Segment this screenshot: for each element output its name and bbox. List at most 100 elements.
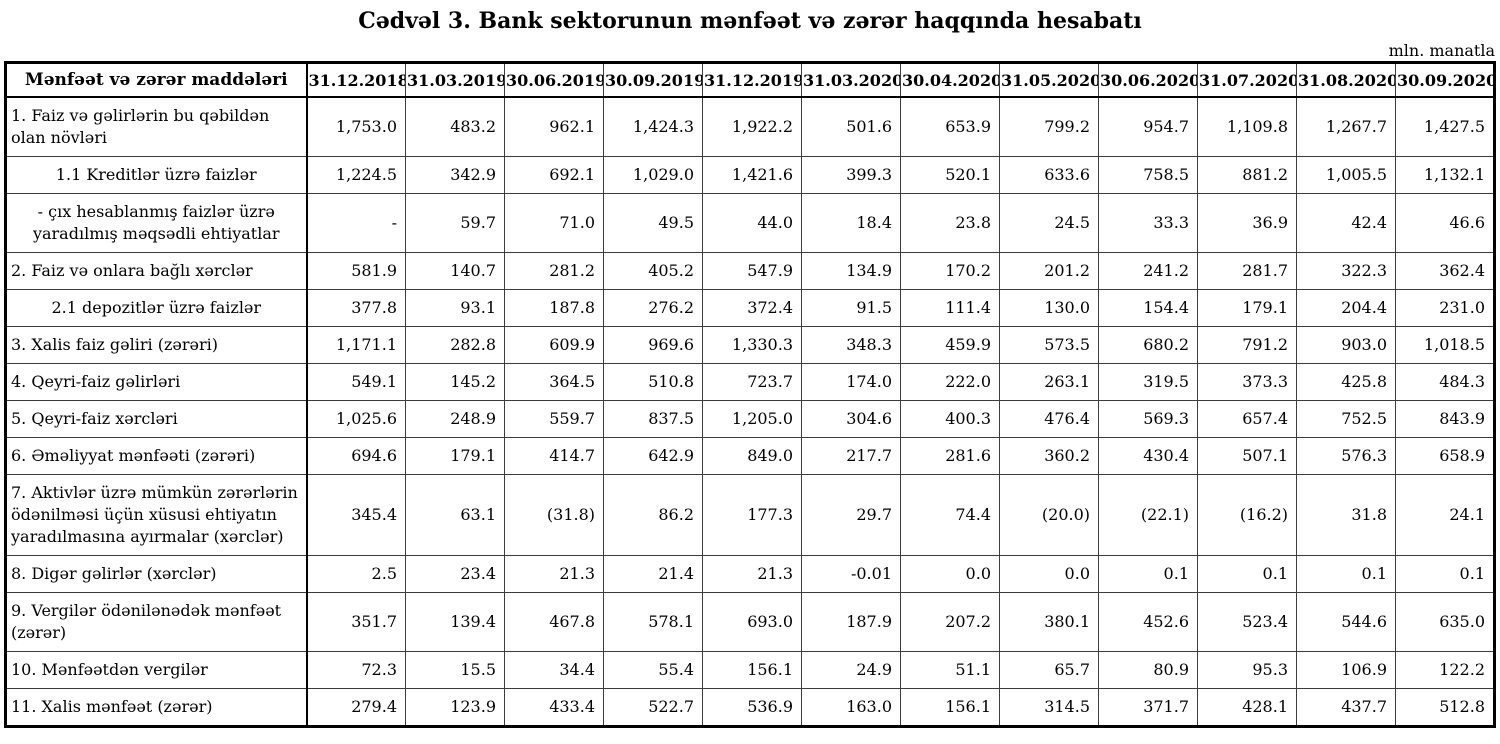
column-header-items: Mənfəət və zərər maddələri xyxy=(5,62,308,98)
value-cell: 1,018.5 xyxy=(1395,326,1495,364)
value-cell: 21.3 xyxy=(504,555,604,593)
value-cell: 304.6 xyxy=(801,400,901,438)
value-cell: 0.1 xyxy=(1296,555,1396,593)
value-cell: 31.8 xyxy=(1296,474,1396,556)
value-cell: 425.8 xyxy=(1296,363,1396,401)
value-cell: 21.3 xyxy=(702,555,802,593)
column-header-date: 31.12.2018 xyxy=(306,62,406,98)
value-cell: 248.9 xyxy=(405,400,505,438)
value-cell: 680.2 xyxy=(1098,326,1198,364)
value-cell: 1,421.6 xyxy=(702,156,802,194)
value-cell: 1,132.1 xyxy=(1395,156,1495,194)
row-label: 9. Vergilər ödənilənədək mənfəət (zərər) xyxy=(5,592,308,652)
value-cell: 799.2 xyxy=(999,96,1099,157)
value-cell: 430.4 xyxy=(1098,437,1198,475)
row-label: 3. Xalis faiz gəliri (zərəri) xyxy=(5,326,308,364)
table-body: 1. Faiz və gəlirlərin bu qəbildən olan n… xyxy=(5,96,1495,727)
value-cell: 377.8 xyxy=(306,289,406,327)
value-cell: 723.7 xyxy=(702,363,802,401)
value-cell: 24.1 xyxy=(1395,474,1495,556)
value-cell: 279.4 xyxy=(306,688,406,727)
value-cell: 371.7 xyxy=(1098,688,1198,727)
table-row: 3. Xalis faiz gəliri (zərəri) 1,171.1 282.… xyxy=(5,326,1495,364)
value-cell: 80.9 xyxy=(1098,651,1198,689)
value-cell: 36.9 xyxy=(1197,193,1297,253)
value-cell: 123.9 xyxy=(405,688,505,727)
value-cell: 399.3 xyxy=(801,156,901,194)
value-cell: 483.2 xyxy=(405,96,505,157)
value-cell: 187.8 xyxy=(504,289,604,327)
row-label: 2.1 depozitlər üzrə faizlər xyxy=(5,289,308,327)
value-cell: 522.7 xyxy=(603,688,703,727)
column-header-date: 30.06.2020 xyxy=(1098,62,1198,98)
value-cell: 360.2 xyxy=(999,437,1099,475)
value-cell: 281.7 xyxy=(1197,252,1297,290)
value-cell: 86.2 xyxy=(603,474,703,556)
value-cell: 573.5 xyxy=(999,326,1099,364)
value-cell: 969.6 xyxy=(603,326,703,364)
profit-loss-table: Mənfəət və zərər maddələri 31.12.2018 31.0… xyxy=(4,61,1496,728)
value-cell: 51.1 xyxy=(900,651,1000,689)
column-header-date: 31.12.2019 xyxy=(702,62,802,98)
value-cell: 91.5 xyxy=(801,289,901,327)
value-cell: 549.1 xyxy=(306,363,406,401)
value-cell: 55.4 xyxy=(603,651,703,689)
value-cell: 523.4 xyxy=(1197,592,1297,652)
value-cell: 74.4 xyxy=(900,474,1000,556)
value-cell: 476.4 xyxy=(999,400,1099,438)
value-cell: 849.0 xyxy=(702,437,802,475)
row-label: 7. Aktivlər üzrə mümkün zərərlərin ödəni… xyxy=(5,474,308,556)
row-label: 1.1 Kreditlər üzrə faizlər xyxy=(5,156,308,194)
column-header-date: 30.09.2020 xyxy=(1395,62,1495,98)
value-cell: 692.1 xyxy=(504,156,604,194)
value-cell: 791.2 xyxy=(1197,326,1297,364)
value-cell: 581.9 xyxy=(306,252,406,290)
value-cell: 1,029.0 xyxy=(603,156,703,194)
row-label: 10. Mənfəətdən vergilər xyxy=(5,651,308,689)
value-cell: 140.7 xyxy=(405,252,505,290)
value-cell: 207.2 xyxy=(900,592,1000,652)
column-header-date: 30.04.2020 xyxy=(900,62,1000,98)
value-cell: 65.7 xyxy=(999,651,1099,689)
value-cell: 380.1 xyxy=(999,592,1099,652)
column-header-date: 30.09.2019 xyxy=(603,62,703,98)
value-cell: 843.9 xyxy=(1395,400,1495,438)
value-cell: 154.4 xyxy=(1098,289,1198,327)
value-cell: 954.7 xyxy=(1098,96,1198,157)
value-cell: 139.4 xyxy=(405,592,505,652)
value-cell: 559.7 xyxy=(504,400,604,438)
value-cell: 201.2 xyxy=(999,252,1099,290)
value-cell: 59.7 xyxy=(405,193,505,253)
value-cell: 484.3 xyxy=(1395,363,1495,401)
value-cell: 752.5 xyxy=(1296,400,1396,438)
value-cell: 609.9 xyxy=(504,326,604,364)
value-cell: 428.1 xyxy=(1197,688,1297,727)
value-cell: 2.5 xyxy=(306,555,406,593)
value-cell: 536.9 xyxy=(702,688,802,727)
value-cell: 501.6 xyxy=(801,96,901,157)
row-label: 4. Qeyri-faiz gəlirləri xyxy=(5,363,308,401)
column-header-date: 31.03.2020 xyxy=(801,62,901,98)
column-header-date: 31.07.2020 xyxy=(1197,62,1297,98)
value-cell: 106.9 xyxy=(1296,651,1396,689)
value-cell: 694.6 xyxy=(306,437,406,475)
value-cell: 314.5 xyxy=(999,688,1099,727)
value-cell: 1,005.5 xyxy=(1296,156,1396,194)
value-cell: 63.1 xyxy=(405,474,505,556)
value-cell: 263.1 xyxy=(999,363,1099,401)
value-cell: 657.4 xyxy=(1197,400,1297,438)
value-cell: 0.1 xyxy=(1098,555,1198,593)
value-cell: 0.1 xyxy=(1395,555,1495,593)
column-header-date: 30.06.2019 xyxy=(504,62,604,98)
value-cell: 0.1 xyxy=(1197,555,1297,593)
value-cell: - xyxy=(306,193,406,253)
value-cell: 345.4 xyxy=(306,474,406,556)
value-cell: 322.3 xyxy=(1296,252,1396,290)
table-row: 2.1 depozitlər üzrə faizlər 377.8 93.1 187.… xyxy=(5,289,1495,327)
value-cell: 569.3 xyxy=(1098,400,1198,438)
value-cell: -0.01 xyxy=(801,555,901,593)
value-cell: 24.5 xyxy=(999,193,1099,253)
value-cell: 362.4 xyxy=(1395,252,1495,290)
value-cell: 281.2 xyxy=(504,252,604,290)
